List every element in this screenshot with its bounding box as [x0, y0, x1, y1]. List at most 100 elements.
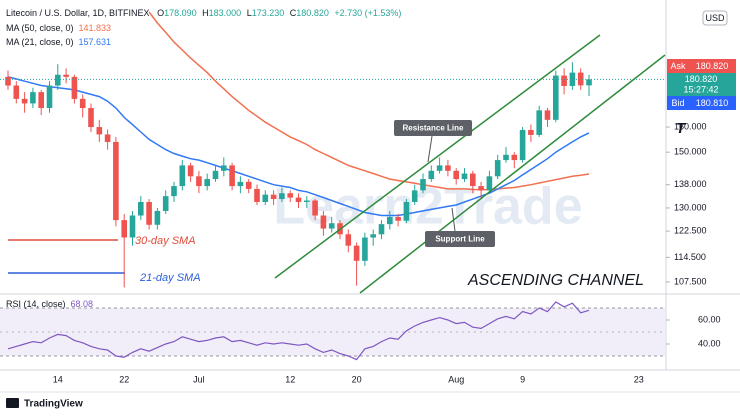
candle-body [129, 215, 136, 238]
rsi-pane [7, 301, 590, 361]
candle-body [370, 234, 376, 238]
change: +2.730 (+1.53%) [334, 8, 401, 18]
candle-body [353, 245, 360, 261]
candle-body [71, 76, 78, 99]
candle-body [569, 72, 576, 86]
candle-body [362, 237, 368, 261]
ma-value: 157.631 [79, 37, 112, 47]
rsi-tick-label: 40.00 [698, 338, 721, 348]
candle-body [453, 170, 459, 180]
ma-legend: MA (21, close, 0) 157.631 [6, 37, 111, 47]
y-tick-label: 130.000 [674, 202, 707, 212]
y-tick-label: 122.500 [674, 225, 707, 235]
watermark: Learn2Trade [273, 178, 582, 236]
rsi-line [7, 301, 590, 361]
ask-key: Ask [670, 61, 686, 71]
bid-value: 180.810 [696, 98, 729, 108]
candle-body [387, 217, 393, 225]
candle-body [63, 74, 69, 77]
candle-body [511, 154, 518, 161]
x-tick-label: Aug [448, 374, 464, 384]
ohlc-value: 173.230 [252, 8, 285, 18]
candle-body [494, 160, 501, 177]
symbol: Litecoin / U.S. Dollar, 1D, BITFINEX [6, 8, 150, 18]
ohlc-key: L [247, 8, 252, 18]
candle-body [470, 173, 476, 187]
candle-body [88, 108, 94, 128]
currency-box[interactable] [702, 10, 728, 26]
rsi-band [0, 308, 665, 356]
channel-upper [274, 34, 601, 279]
x-tick-label: Jul [193, 374, 205, 384]
ask-tag [689, 59, 736, 73]
candle-body [312, 200, 318, 216]
candle-body [245, 181, 252, 189]
currency[interactable]: USD [705, 13, 725, 23]
candle-body [577, 72, 584, 86]
sma30-label: 30-day SMA [135, 235, 196, 247]
candle-body [328, 223, 335, 229]
candle-body [221, 165, 227, 171]
y-tick-label: 114.500 [674, 252, 706, 262]
x-tick-label: 20 [352, 374, 362, 384]
ma-name: MA (21, close, 0) [6, 37, 74, 47]
x-tick-label: 23 [634, 374, 644, 384]
callout-box [425, 231, 495, 247]
ma-legend: MA (50, close, 0) 141.833 [6, 23, 111, 33]
last-tag [667, 73, 736, 96]
logo-icon[interactable] [6, 398, 19, 408]
sma21-label: 21-day SMA [139, 272, 201, 284]
candle-body [544, 110, 551, 120]
price-pane [0, 11, 665, 288]
candle-body [5, 76, 11, 86]
x-tick-label: 9 [520, 374, 525, 384]
ask-value: 180.820 [696, 61, 729, 71]
rsi-legend: RSI (14, close) 68.08 [6, 299, 93, 309]
candle-body [138, 201, 144, 216]
callout-line [451, 207, 456, 232]
legend-header: Litecoin / U.S. Dollar, 1D, BITFINEX O17… [6, 8, 401, 18]
x-tick-label: 12 [285, 374, 295, 384]
candle-body [38, 92, 44, 109]
candle-body [96, 127, 103, 135]
candle-body [270, 194, 277, 200]
candle-body [79, 98, 86, 109]
cut-label: T [676, 120, 687, 137]
candle-body [428, 170, 435, 180]
candle-body [121, 220, 127, 238]
candle-body [162, 196, 169, 211]
candle-body [436, 165, 443, 171]
candle-body [279, 193, 285, 200]
candle-body [55, 74, 61, 86]
candle-body [30, 92, 36, 104]
candle-body [104, 134, 111, 142]
candle-body [262, 194, 269, 202]
candle-body [553, 75, 559, 120]
footer-brand[interactable]: TradingView [24, 399, 83, 410]
bid-tag [667, 96, 689, 110]
resistance-label: Resistance Line [403, 124, 464, 133]
candle-body [395, 217, 401, 221]
candle-body [420, 179, 426, 191]
candle-body [461, 173, 468, 180]
ask-tag [667, 59, 689, 73]
last-value: 180.820 [685, 74, 718, 84]
candle-body [536, 110, 542, 135]
channel-lower [359, 54, 666, 294]
ma-name: MA (50, close, 0) [6, 23, 74, 33]
moving-average [7, 76, 590, 217]
callout-box [394, 120, 472, 136]
candle-body [237, 181, 244, 187]
candle-body [229, 165, 235, 187]
channel-label: ASCENDING CHANNEL [467, 272, 644, 289]
countdown: 15:27:42 [683, 84, 718, 94]
footer-logo[interactable]: TradingView [6, 398, 83, 410]
candle-body [561, 75, 567, 86]
candle-body [528, 129, 534, 135]
ohlc-value: 178.090 [164, 8, 197, 18]
rsi-value: 68.08 [71, 299, 94, 309]
y-tick-label: 107.500 [674, 276, 707, 286]
x-tick-label: 22 [119, 374, 129, 384]
